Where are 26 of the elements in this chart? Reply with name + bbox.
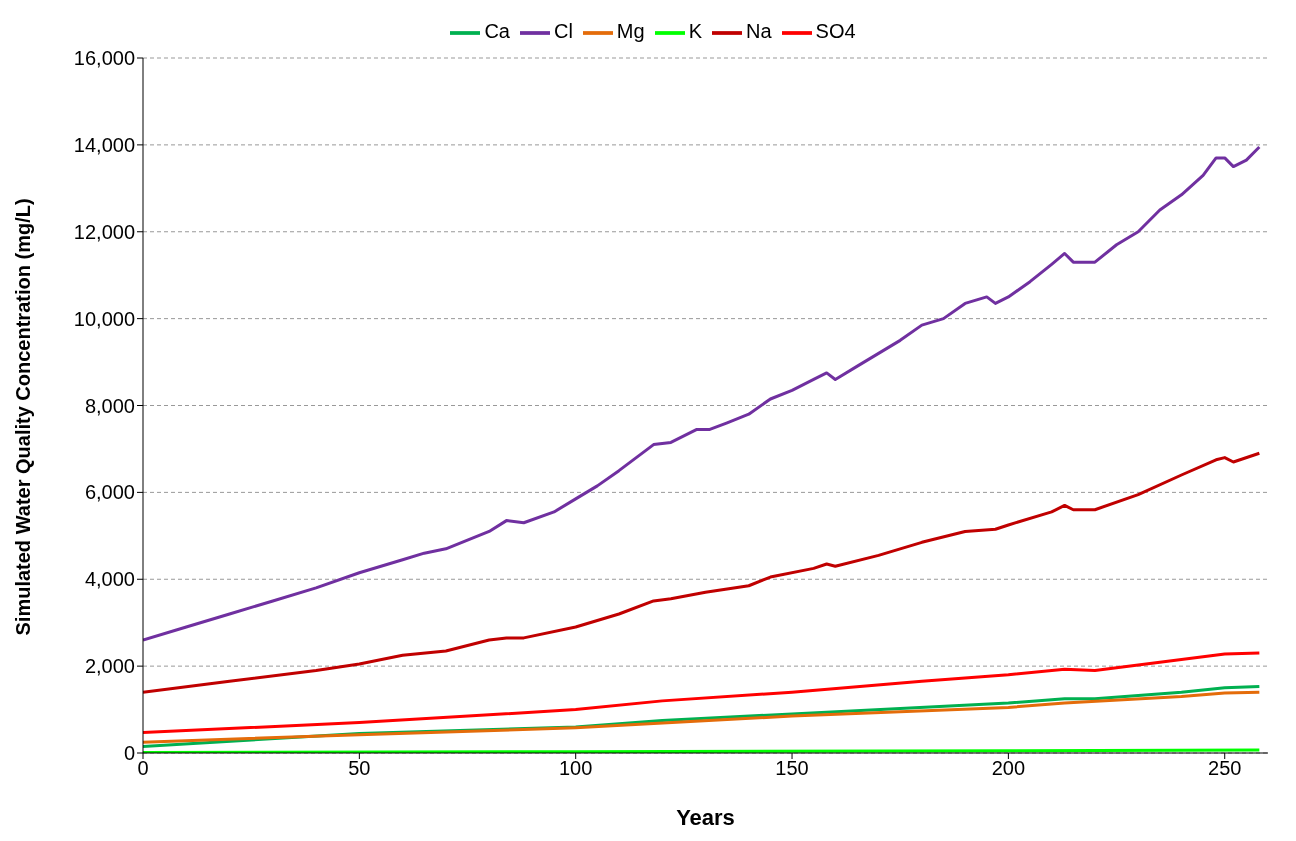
legend-label: Na xyxy=(746,20,772,43)
y-tick-label: 8,000 xyxy=(84,394,135,417)
x-tick-label: 250 xyxy=(1208,757,1242,780)
x-tick-label: 200 xyxy=(991,757,1026,780)
y-tick-label: 2,000 xyxy=(84,655,135,678)
legend-label: Cl xyxy=(553,20,573,43)
y-tick-label: 6,000 xyxy=(84,481,135,504)
y-tick-label: 4,000 xyxy=(84,568,135,591)
legend-label: Mg xyxy=(616,20,645,43)
y-tick-label: 10,000 xyxy=(73,307,135,330)
legend-label: K xyxy=(688,20,702,43)
y-tick-label: 0 xyxy=(123,742,135,765)
line-series xyxy=(143,145,1261,642)
x-tick-label: 150 xyxy=(775,757,809,780)
x-tick-label: 50 xyxy=(348,757,371,780)
legend-label: Ca xyxy=(484,20,510,43)
x-tick-label: 0 xyxy=(137,757,149,780)
legend-label: SO4 xyxy=(815,20,856,43)
x-axis-title: Years xyxy=(676,805,735,830)
line-series xyxy=(143,451,1261,694)
y-tick-label: 12,000 xyxy=(73,220,135,243)
y-tick-label: 16,000 xyxy=(73,47,135,70)
line-series xyxy=(143,651,1261,735)
y-tick-label: 14,000 xyxy=(73,133,135,156)
y-axis-title: Simulated Water Quality Concentration (mg/L) xyxy=(12,198,35,636)
x-tick-label: 100 xyxy=(559,757,593,780)
